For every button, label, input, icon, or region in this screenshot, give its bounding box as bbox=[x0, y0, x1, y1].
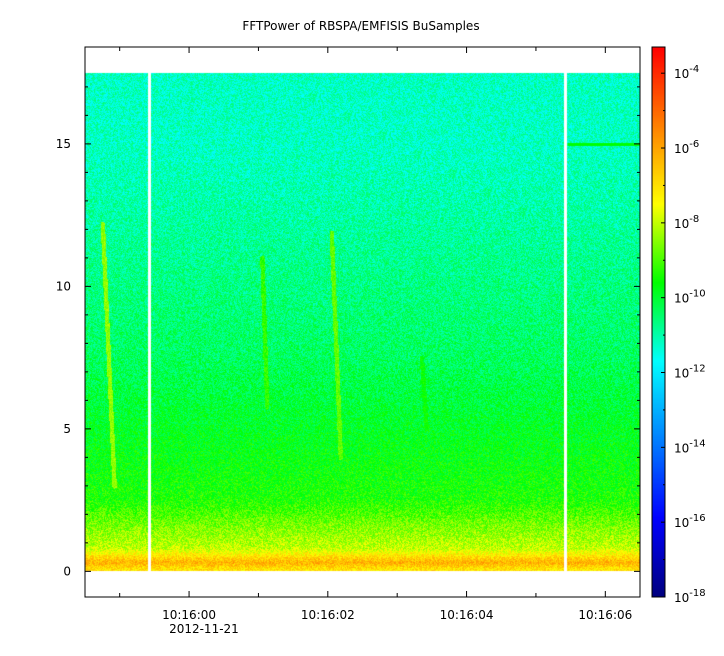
colorbar-tick-base: 10 bbox=[674, 217, 689, 231]
y-axis: 0 5 10 15 bbox=[56, 86, 640, 578]
colorbar-tick-exponent: -12 bbox=[689, 364, 705, 375]
colorbar-tick-exponent: -16 bbox=[689, 513, 705, 524]
spectrogram-plot bbox=[84, 46, 641, 598]
colorbar-tick-label: 10-4 bbox=[674, 64, 699, 81]
y-tick-label: 5 bbox=[63, 422, 71, 436]
x-tick-label: 10:16:02 bbox=[301, 608, 355, 622]
colorbar-tick-exponent: -6 bbox=[689, 139, 699, 150]
colorbar-tick-label: 10-16 bbox=[674, 513, 706, 530]
colorbar-tick-label: 10-18 bbox=[674, 588, 706, 605]
colorbar-tick-base: 10 bbox=[674, 516, 689, 530]
colorbar-tick-exponent: -18 bbox=[689, 588, 705, 599]
colorbar-tick-label: 10-10 bbox=[674, 289, 706, 306]
colorbar-tick-base: 10 bbox=[674, 67, 689, 81]
colorbar-tick-label: 10-14 bbox=[674, 438, 706, 455]
y-tick-label: 15 bbox=[56, 137, 71, 151]
colorbar-frame bbox=[651, 46, 666, 598]
x-date-label: 2012-11-21 bbox=[169, 622, 239, 636]
y-tick-label: 0 bbox=[63, 564, 71, 578]
colorbar-tick-base: 10 bbox=[674, 292, 689, 306]
colorbar-tick-label: 10-6 bbox=[674, 139, 699, 156]
colorbar-tick-exponent: -10 bbox=[689, 289, 705, 300]
plot-frame bbox=[84, 46, 641, 598]
colorbar-tick-base: 10 bbox=[674, 367, 689, 381]
colorbar-gradient bbox=[652, 47, 665, 597]
chart-title: FFTPower of RBSPA/EMFISIS BuSamples bbox=[242, 19, 479, 33]
spectrogram-image bbox=[85, 47, 640, 597]
colorbar-tick-label: 10-12 bbox=[674, 364, 706, 381]
colorbar-tick-exponent: -8 bbox=[689, 214, 699, 225]
colorbar-tick-exponent: -14 bbox=[689, 438, 705, 449]
x-tick-label: 10:16:00 bbox=[162, 608, 216, 622]
colorbar-tick-base: 10 bbox=[674, 142, 689, 156]
colorbar-tick-base: 10 bbox=[674, 591, 689, 605]
colorbar-tick-base: 10 bbox=[674, 441, 689, 455]
colorbar-tick-label: 10-8 bbox=[674, 214, 699, 231]
y-tick-label: 10 bbox=[56, 279, 71, 293]
colorbar-tick-exponent: -4 bbox=[689, 64, 699, 75]
x-tick-label: 10:16:04 bbox=[440, 608, 494, 622]
x-tick-label: 10:16:06 bbox=[578, 608, 632, 622]
